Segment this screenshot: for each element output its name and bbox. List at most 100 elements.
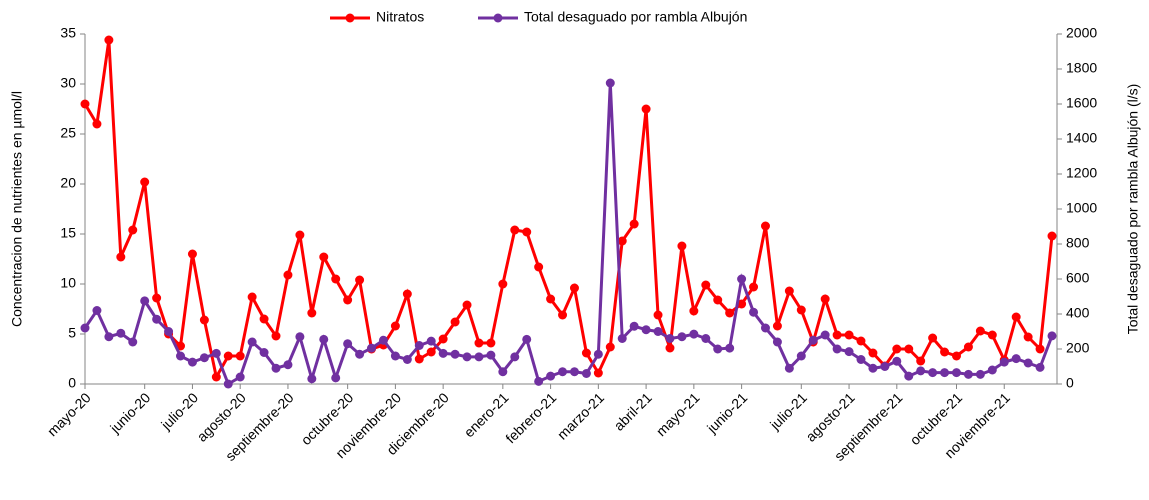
data-point (199, 315, 209, 325)
data-point (355, 349, 365, 359)
data-point (498, 367, 508, 377)
data-point (486, 350, 496, 360)
data-point (856, 355, 866, 364)
data-point (510, 225, 520, 235)
data-point (820, 330, 830, 340)
x-tick-label: abril-21 (611, 389, 655, 433)
data-point (498, 279, 508, 289)
data-point (665, 334, 675, 343)
data-point (402, 289, 412, 299)
data-point (414, 354, 424, 364)
data-point (999, 357, 1009, 367)
data-point (975, 369, 985, 379)
data-point (187, 357, 197, 367)
y2-tick-label: 1200 (1066, 165, 1097, 181)
y2-tick-label: 400 (1066, 305, 1090, 321)
data-point (128, 337, 138, 347)
data-point (331, 373, 341, 383)
data-point (844, 347, 854, 357)
data-point (868, 348, 878, 358)
data-point (772, 337, 782, 347)
data-point (808, 335, 818, 345)
data-point (987, 330, 997, 340)
data-point (629, 321, 639, 331)
data-point (951, 368, 961, 378)
data-point (653, 327, 663, 336)
y-tick-label: 25 (60, 125, 76, 141)
data-point (546, 371, 556, 381)
data-point (414, 341, 424, 350)
data-point (128, 225, 138, 235)
data-point (355, 275, 365, 285)
data-point (283, 360, 293, 370)
data-point (701, 280, 711, 290)
data-point (569, 367, 579, 377)
data-point (319, 334, 329, 344)
data-point (534, 376, 544, 386)
data-point (474, 352, 484, 362)
data-point (199, 353, 209, 363)
data-point (796, 305, 806, 315)
data-point (486, 338, 496, 348)
data-point (1047, 331, 1057, 341)
data-point (307, 308, 317, 318)
y2-tick-label: 1600 (1066, 95, 1097, 111)
x-tick-label: julio-21 (766, 389, 810, 433)
data-point (271, 331, 281, 341)
data-point (104, 332, 114, 342)
data-point (581, 348, 591, 358)
data-point (187, 249, 197, 259)
data-point (916, 366, 926, 376)
data-point (367, 343, 377, 353)
data-point (629, 219, 639, 229)
data-point (426, 347, 436, 357)
data-point (247, 292, 257, 302)
data-point (928, 333, 938, 343)
data-point (749, 307, 759, 317)
data-point (558, 367, 568, 377)
data-point (760, 221, 770, 231)
data-point (510, 352, 520, 362)
x-tick-label: mayo-20 (44, 389, 94, 439)
data-point (820, 294, 830, 304)
data-point (749, 282, 759, 292)
data-point (295, 332, 305, 342)
data-point (80, 323, 90, 333)
data-point (904, 344, 914, 354)
y-tick-label: 15 (60, 225, 76, 241)
data-point (868, 363, 878, 373)
data-point (581, 369, 591, 378)
series-line (83, 39, 1054, 382)
data-point (665, 343, 675, 353)
data-point (880, 362, 890, 371)
data-point (1011, 354, 1021, 364)
data-point (546, 294, 556, 304)
y2-tick-label: 1400 (1066, 130, 1097, 146)
data-point (784, 286, 794, 296)
data-point (331, 274, 341, 284)
data-point (462, 300, 472, 310)
y-tick-label: 35 (60, 25, 76, 41)
data-point (319, 252, 329, 262)
data-point (593, 349, 603, 359)
data-point (283, 270, 293, 280)
data-point (534, 262, 544, 272)
data-point (211, 372, 221, 382)
y2-tick-label: 2000 (1066, 25, 1097, 41)
data-point (176, 351, 186, 361)
y2-tick-label: 600 (1066, 270, 1090, 286)
data-point (844, 330, 854, 340)
data-point (951, 351, 961, 361)
data-point (271, 363, 281, 373)
data-point (390, 351, 400, 361)
data-point (605, 342, 615, 352)
data-point (152, 314, 162, 324)
data-point (832, 330, 842, 340)
data-point (152, 293, 162, 303)
legend-label: Nitratos (376, 9, 424, 25)
data-point (450, 349, 460, 359)
data-point (713, 295, 723, 305)
data-point (701, 334, 711, 343)
legend-marker (493, 13, 503, 23)
data-point (904, 371, 914, 381)
